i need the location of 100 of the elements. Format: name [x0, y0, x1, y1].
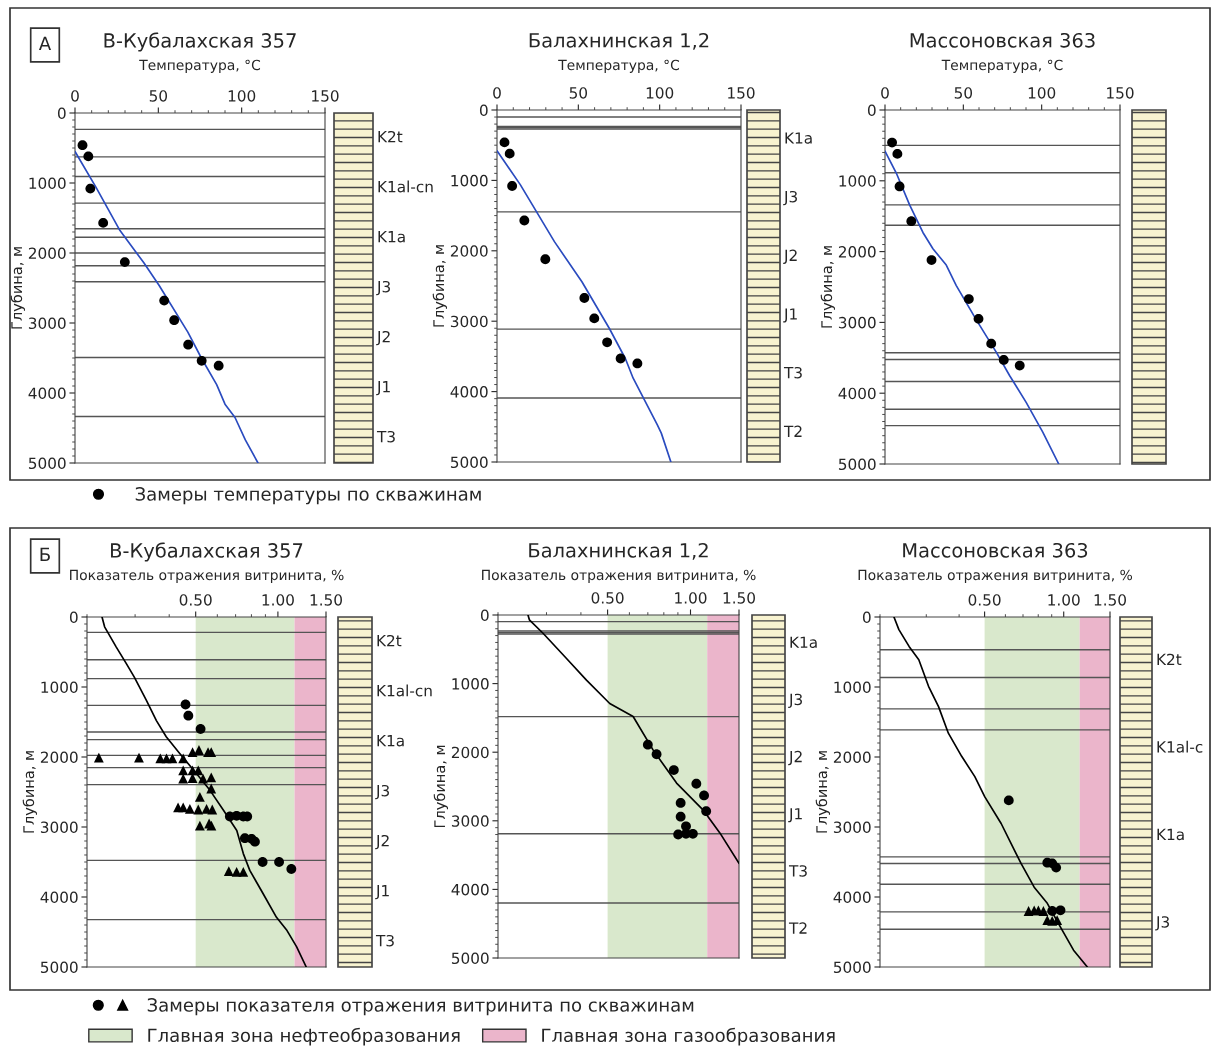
- text: J2: [788, 750, 802, 766]
- x-tick-label: 0.50: [968, 594, 1001, 606]
- legend-label: Замеры показателя отражения витринита по скважинам: [147, 998, 694, 1016]
- y-tick-label: 1000: [834, 681, 871, 694]
- x-axis-title: Температура, °C: [139, 59, 261, 73]
- y-tick-label: 5000: [40, 961, 78, 974]
- text: K1a: [1157, 828, 1184, 841]
- text: K1a: [378, 231, 405, 243]
- text: K2t: [378, 130, 403, 143]
- x-tick-label: 0.50: [179, 594, 212, 606]
- y-tick-label: 3000: [450, 315, 488, 328]
- x-tick-label: 50: [954, 87, 973, 99]
- x-tick-label: 50: [569, 87, 588, 99]
- y-tick-label: 1000: [451, 174, 488, 187]
- text: А: [38, 36, 52, 50]
- chart-title: Массоновская 363: [903, 542, 1088, 558]
- y-tick-label: 4000: [28, 387, 66, 400]
- y-tick-label: 5000: [833, 961, 871, 974]
- y-tick-label: 5000: [450, 456, 488, 469]
- y-axis-title: Глубина, м: [432, 245, 448, 327]
- x-tick-label: 1.50: [1094, 594, 1126, 606]
- y-tick-label: 3000: [451, 815, 489, 827]
- y-axis-title: Глубина, м: [22, 751, 38, 833]
- y-tick-label: 2000: [450, 245, 488, 257]
- text: K2t: [1157, 653, 1182, 665]
- y-tick-label: 4000: [833, 891, 871, 904]
- text: T3: [783, 366, 802, 379]
- x-axis-title: Показатель отражения витринита, %: [482, 569, 756, 583]
- y-tick-label: 4000: [451, 883, 489, 896]
- y-tick-label: 1000: [452, 678, 489, 690]
- x-tick-label: 1.00: [675, 592, 707, 604]
- x-tick-label: 100: [646, 87, 674, 99]
- y-tick-label: 3000: [833, 821, 871, 834]
- y-tick-label: 3000: [838, 316, 876, 329]
- y-tick-label: 0: [57, 107, 66, 120]
- text: J2: [783, 249, 797, 264]
- y-tick-label: 4000: [450, 386, 488, 398]
- text: T2: [783, 425, 802, 437]
- y-tick-label: 0: [867, 104, 876, 117]
- x-tick-label: 100: [228, 90, 256, 102]
- text: J3: [788, 693, 802, 709]
- x-axis-title: Показатель отражения витринита, %: [70, 569, 344, 583]
- y-tick-label: 4000: [838, 387, 876, 400]
- x-tick-label: 150: [728, 87, 755, 99]
- chart-title: Балахнинская 1,2: [529, 542, 708, 560]
- y-tick-label: 2000: [451, 746, 489, 759]
- text: K1al-cn: [378, 180, 433, 193]
- x-tick-label: 150: [1107, 87, 1134, 99]
- x-tick-label: 100: [1028, 87, 1056, 99]
- y-tick-label: 4000: [40, 891, 78, 904]
- x-tick-label: 0: [493, 87, 501, 99]
- text: J1: [376, 381, 390, 396]
- text: J3: [376, 280, 390, 296]
- y-tick-label: 1000: [839, 175, 876, 187]
- y-tick-label: 2000: [28, 247, 66, 260]
- x-tick-label: 0.50: [591, 592, 624, 604]
- text: T3: [376, 430, 395, 443]
- text: K1al-c: [1157, 740, 1203, 753]
- text: K1al-cn: [377, 684, 432, 697]
- x-tick-label: 1.50: [310, 594, 342, 606]
- y-axis-title: Глубина, м: [10, 247, 26, 329]
- y-axis-title: Глубина, м: [433, 745, 449, 828]
- text: Б: [40, 547, 50, 561]
- text: T3: [788, 865, 807, 877]
- chart-title: В-Кубалахская 357: [111, 542, 303, 562]
- x-tick-label: 0: [881, 87, 889, 99]
- text: K1a: [790, 636, 817, 649]
- y-tick-label: 2000: [40, 751, 78, 764]
- y-tick-label: 0: [69, 611, 78, 624]
- y-tick-label: 5000: [451, 952, 489, 965]
- x-axis-title: Температура, °C: [558, 59, 680, 73]
- x-tick-label: 1.00: [262, 594, 294, 606]
- y-tick-label: 5000: [838, 458, 876, 471]
- y-tick-label: 3000: [40, 821, 78, 834]
- y-axis-title: Глубина, м: [820, 246, 836, 328]
- x-axis-title: Показатель отражения витринита, %: [858, 569, 1133, 583]
- y-axis-title: Глубина, м: [815, 751, 831, 833]
- x-tick-label: 150: [312, 90, 339, 102]
- text: T2: [788, 922, 807, 934]
- chart-title: Балахнинская 1,2: [529, 32, 709, 50]
- x-tick-label: 50: [149, 90, 168, 102]
- y-tick-label: 0: [480, 609, 489, 622]
- x-axis-title: Температура, °C: [941, 59, 1063, 73]
- text: J1: [783, 308, 797, 323]
- legend-label: Замеры температуры по скважинам: [135, 487, 481, 505]
- chart-title: В-Кубалахская 357: [104, 32, 296, 52]
- x-tick-label: 1.50: [723, 592, 755, 604]
- y-tick-label: 1000: [41, 681, 78, 694]
- text: K1a: [785, 132, 812, 144]
- legend-label: Главная зона нефтеобразования: [148, 1027, 460, 1046]
- y-tick-label: 0: [862, 611, 871, 624]
- text: J3: [375, 784, 389, 800]
- legend-label: Главная зона газообразования: [542, 1027, 835, 1046]
- chart-title: Массоновская 363: [910, 32, 1095, 48]
- y-tick-label: 0: [479, 104, 488, 117]
- text: J1: [788, 808, 802, 823]
- text: K1a: [377, 735, 404, 747]
- text: K2t: [377, 634, 402, 647]
- y-tick-label: 1000: [29, 177, 66, 190]
- y-tick-label: 2000: [838, 246, 876, 258]
